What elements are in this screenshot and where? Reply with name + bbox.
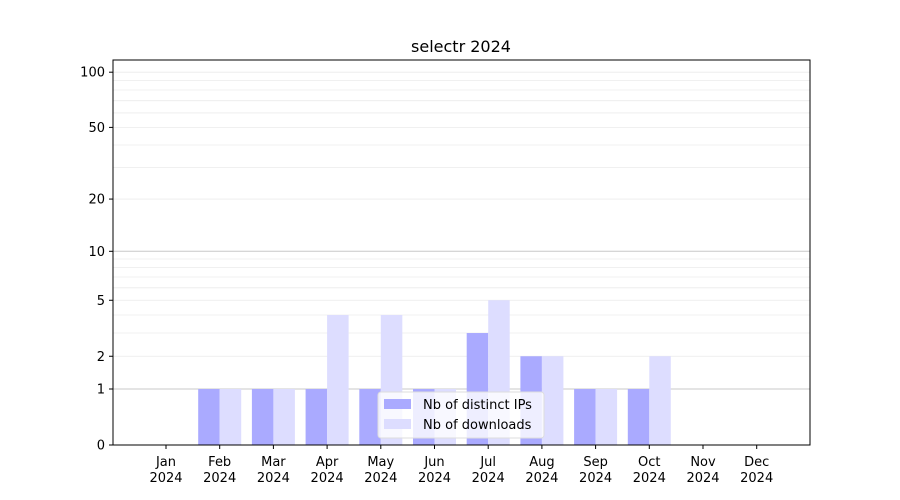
x-tick-label: Apr 2024 xyxy=(311,455,344,486)
x-tick-label: Dec 2024 xyxy=(740,455,773,486)
y-tick-label: 20 xyxy=(88,193,105,208)
bar-ips xyxy=(627,389,650,445)
bar-downloads xyxy=(273,389,295,445)
bar-downloads xyxy=(327,314,349,445)
bar-ips xyxy=(359,389,381,445)
legend: Nb of distinct IPs Nb of downloads xyxy=(377,391,545,439)
x-tick-label: Sep 2024 xyxy=(579,455,612,486)
bar-ips xyxy=(251,389,274,445)
x-tick-label: Mar 2024 xyxy=(257,455,290,486)
legend-label: Nb of downloads xyxy=(423,418,532,433)
y-tick-label: 0 xyxy=(97,439,105,454)
x-tick-label: Jun 2024 xyxy=(418,455,451,486)
x-tick-label: Feb 2024 xyxy=(203,455,236,486)
y-tick-label: 10 xyxy=(88,245,105,260)
plot-frame xyxy=(112,59,811,446)
y-tick-label: 5 xyxy=(97,294,105,309)
legend-label: Nb of distinct IPs xyxy=(423,398,532,413)
x-tick-label: Oct 2024 xyxy=(633,455,666,486)
x-tick-label: Jul 2024 xyxy=(472,455,505,486)
x-tick-label: Aug 2024 xyxy=(525,455,558,486)
x-tick-label: Nov 2024 xyxy=(686,455,719,486)
y-tick-label: 100 xyxy=(80,66,105,81)
bar-downloads xyxy=(595,389,618,445)
bar-downloads xyxy=(219,389,242,445)
bar-downloads xyxy=(649,356,671,445)
bar-ips xyxy=(305,389,328,445)
bar-ips xyxy=(198,389,220,445)
chart-title: selectr 2024 xyxy=(411,37,511,56)
x-tick-label: Jan 2024 xyxy=(149,455,182,486)
bar-downloads xyxy=(541,356,564,445)
legend-swatch xyxy=(384,419,411,429)
y-tick-label: 2 xyxy=(97,350,105,365)
y-tick-label: 1 xyxy=(97,383,105,398)
legend-swatch xyxy=(384,399,411,409)
x-tick-label: May 2024 xyxy=(364,455,397,486)
bar-ips xyxy=(574,389,596,445)
y-tick-label: 50 xyxy=(88,121,105,136)
